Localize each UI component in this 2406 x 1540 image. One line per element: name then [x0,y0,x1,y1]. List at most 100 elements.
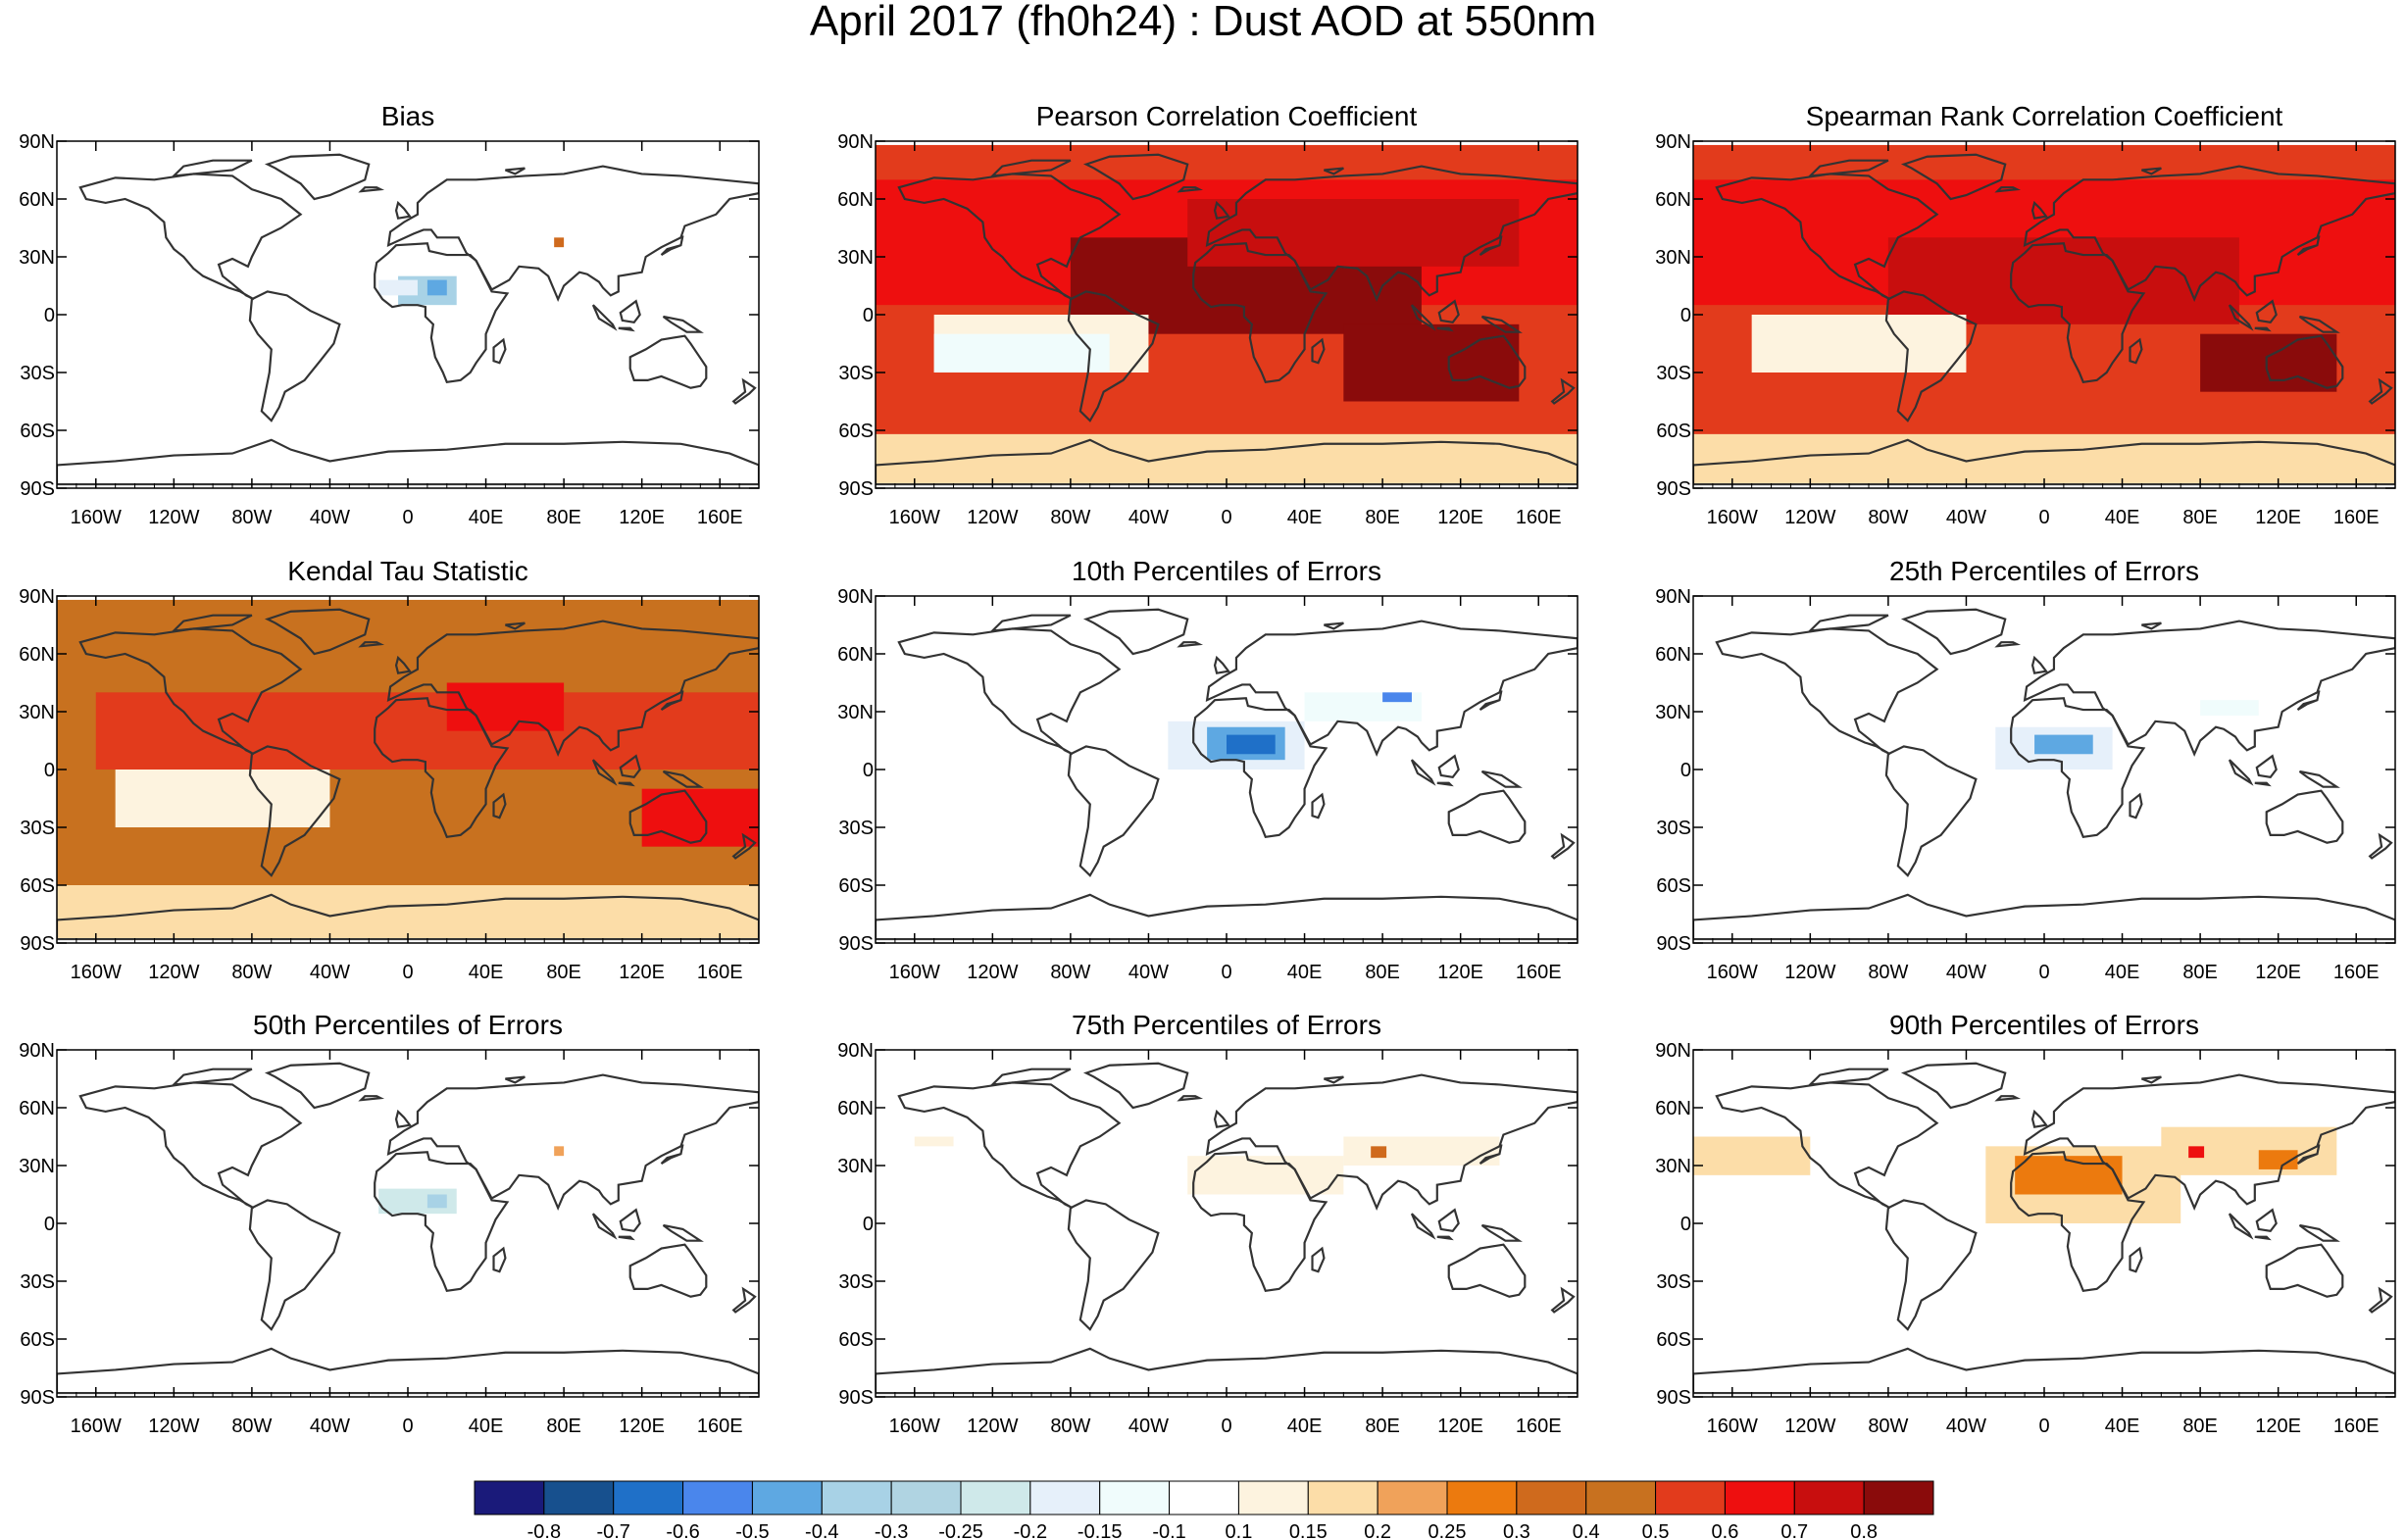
heatmap-cell [57,885,759,940]
lat-tick-label: 60S [20,1329,55,1351]
colorbar-label: 0.7 [1780,1521,1808,1540]
lon-tick-label: 40E [2105,962,2140,983]
lat-tick-label: 60S [1656,421,1691,442]
map-panel: Spearman Rank Correlation Coefficient 90N… [1655,101,2396,528]
lat-tick-label: 30N [837,702,874,723]
lon-tick-label: 80W [1868,1416,1908,1437]
lat-tick-label: 90N [19,131,55,153]
panel-title: Bias [381,101,434,131]
lon-tick-label: 120W [967,962,1018,983]
lat-tick-label: 90N [837,1040,874,1062]
lon-tick-label: 80W [1868,507,1908,528]
panel-frame [875,1049,1579,1398]
lon-tick-label: 0 [402,507,413,528]
lat-tick-label: 60N [1655,644,1691,666]
colorbar-label: 0.1 [1226,1521,1253,1540]
colorbar-swatch [1863,1480,1934,1515]
lon-tick-label: 40W [1946,1416,1986,1437]
lat-tick-label: 0 [44,305,55,326]
lon-tick-label: 160E [697,507,743,528]
lon-tick-label: 120E [619,962,665,983]
lon-tick-label: 160W [889,1416,940,1437]
lat-tick-label: 60N [1655,189,1691,211]
colorbar: -0.8 -0.7 -0.6 -0.5 -0.4 -0.3 -0.25 -0.2 -0.15 -0… [474,1480,1934,1540]
lat-tick-label: 60S [20,421,55,442]
lon-tick-label: 40E [1287,962,1323,983]
lon-tick-label: 80E [2182,1416,2218,1437]
coastline [57,1062,759,1395]
lon-tick-label: 40E [469,962,504,983]
lon-tick-label: 120W [148,1416,199,1437]
colorbar-label: 0.6 [1712,1521,1739,1540]
lat-tick-label: 30N [1655,1156,1691,1177]
heatmap-cell [1227,734,1276,755]
lat-tick-label: 30S [20,363,55,384]
panel-title: 10th Percentiles of Errors [1072,556,1381,586]
map-panel: 90th Percentiles of Errors 90N 60N 30N 0 30S 6… [1655,1010,2396,1437]
map-panel: 50th Percentiles of Errors 90N 60N 30N 0 30S 6… [19,1010,760,1437]
lon-tick-label: 160W [1707,1416,1758,1437]
panel-frame [56,140,760,489]
heatmap-cell [1187,1156,1344,1195]
panel-grid: Bias 90N 60N 30N 0 30S 60S 90S 160W 120W 80W 40W 0 40… [19,101,2396,1437]
colorbar-label: -0.2 [1014,1521,1047,1540]
coastline [1693,608,2395,941]
colorbar-swatch [1446,1480,1518,1515]
lat-tick-label: 30N [837,1156,874,1177]
lat-tick-label: 60S [838,421,874,442]
lat-tick-label: 90N [19,1040,55,1062]
lon-tick-label: 120W [1784,962,1835,983]
lon-tick-label: 40E [469,507,504,528]
lat-tick-label: 60S [1656,875,1691,897]
lon-tick-label: 120E [619,507,665,528]
colorbar-label: -0.8 [527,1521,561,1540]
lon-tick-label: 160E [2333,962,2380,983]
lat-tick-label: 30S [838,1271,874,1293]
lat-tick-label: 90S [1656,478,1691,500]
lon-tick-label: 40W [1128,962,1169,983]
lat-tick-label: 60N [837,644,874,666]
lon-tick-label: 160W [1707,507,1758,528]
lon-tick-label: 160E [697,1416,743,1437]
coastline [57,153,759,486]
lon-tick-label: 80W [1868,962,1908,983]
lat-tick-label: 0 [863,760,874,781]
colorbar-label: -0.4 [805,1521,838,1540]
heatmap-cell [1187,199,1520,267]
lat-tick-label: 90S [20,933,55,955]
heatmap-cell [378,279,418,296]
lon-tick-label: 80E [546,1416,581,1437]
lat-tick-label: 0 [1680,1214,1691,1235]
colorbar-label: -0.25 [938,1521,983,1540]
lat-tick-label: 60N [19,644,55,666]
colorbar-label: 0.15 [1289,1521,1328,1540]
heatmap-cell [933,333,1110,373]
lon-tick-label: 0 [402,962,413,983]
lat-tick-label: 90N [19,586,55,608]
heatmap-cell [426,279,447,296]
lon-tick-label: 0 [2038,507,2049,528]
lat-tick-label: 60N [19,1098,55,1119]
colorbar-swatch [1585,1480,1657,1515]
lat-tick-label: 90S [838,478,874,500]
colorbar-label: -0.3 [875,1521,908,1540]
colorbar-swatch [890,1480,962,1515]
map-panel: 10th Percentiles of Errors 90N 60N 30N 0 30S 6… [837,556,1579,983]
lat-tick-label: 60N [19,189,55,211]
colorbar-swatch [1793,1480,1865,1515]
lon-tick-label: 160W [889,962,940,983]
lon-tick-label: 40W [310,962,350,983]
colorbar-swatch [1237,1480,1309,1515]
panel-title: 25th Percentiles of Errors [1889,556,2199,586]
colorbar-label: -0.5 [735,1521,769,1540]
lon-tick-label: 40W [1128,507,1169,528]
lon-tick-label: 120E [1437,1416,1483,1437]
lat-tick-label: 30S [1656,818,1691,839]
heatmap-cell [1693,1136,1811,1175]
lat-tick-label: 0 [44,1214,55,1235]
lon-tick-label: 160W [71,507,122,528]
lat-tick-label: 30S [838,818,874,839]
lat-tick-label: 30S [838,363,874,384]
figure-title: April 2017 (fh0h24) : Dust AOD at 550nm [809,0,1597,45]
lon-tick-label: 40E [1287,507,1323,528]
